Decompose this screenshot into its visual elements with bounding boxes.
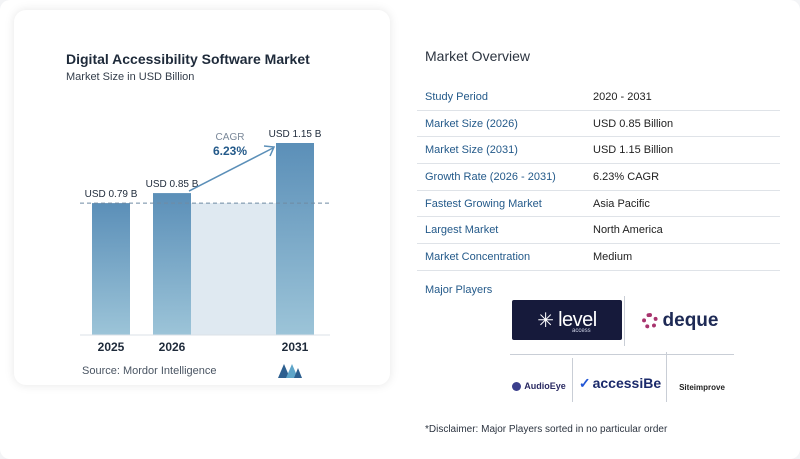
overview-row: Market Concentration Medium xyxy=(417,244,780,271)
overview-label: Fastest Growing Market xyxy=(425,197,542,210)
accessibe-wordmark: accessiBe xyxy=(592,375,662,391)
deque-wordmark: deque xyxy=(662,310,719,331)
overview-row: Study Period 2020 - 2031 xyxy=(417,84,780,111)
overview-row: Growth Rate (2026 - 2031) 6.23% CAGR xyxy=(417,164,780,191)
cagr-arrowhead-icon xyxy=(263,145,276,157)
siteimprove-wordmark: Siteimprove xyxy=(679,382,725,392)
overview-value: 2020 - 2031 xyxy=(593,90,652,103)
audioeye-wordmark: AudioEye xyxy=(524,381,566,391)
overview-label: Market Size (2031) xyxy=(425,144,518,157)
audioeye-logo: AudioEye xyxy=(510,374,568,398)
divider xyxy=(510,354,734,355)
bar-chart: USD 0.79 B 2025 USD 0.85 B 2026 USD 1.15 B 20… xyxy=(80,129,330,354)
data-label-2026: USD 0.85 B xyxy=(146,179,199,190)
data-label-2025: USD 0.79 B xyxy=(85,189,138,200)
chart-title: Digital Accessibility Software Market xyxy=(66,51,310,67)
chart-subtitle: Market Size in USD Billion xyxy=(66,71,195,83)
x-tick-2026: 2026 xyxy=(159,340,186,354)
level-access-star-icon: ✳ xyxy=(537,309,555,332)
cagr-arrow-line xyxy=(188,147,274,192)
mordor-logo-icon xyxy=(278,364,302,378)
source-note: Source: Mordor Intelligence xyxy=(82,365,217,377)
overview-row: Market Size (2031) USD 1.15 Billion xyxy=(417,137,780,165)
overview-row: Largest Market North America xyxy=(417,217,780,245)
overview-title: Market Overview xyxy=(425,48,531,64)
overview-label: Largest Market xyxy=(425,224,499,237)
bar-2025 xyxy=(92,203,130,335)
overview-table: Study Period 2020 - 2031 Market Size (20… xyxy=(417,84,780,271)
siteimprove-logo: Siteimprove xyxy=(670,376,734,398)
x-tick-2031: 2031 xyxy=(282,340,309,354)
disclaimer: *Disclaimer: Major Players sorted in no … xyxy=(425,424,668,435)
deque-logo: deque xyxy=(630,304,730,338)
data-label-2031: USD 1.15 B xyxy=(269,129,322,140)
level-access-wordmark: level xyxy=(558,309,597,331)
deque-ring-icon xyxy=(641,313,658,329)
overview-row: Fastest Growing Market Asia Pacific xyxy=(417,191,780,218)
overview-value: North America xyxy=(593,224,663,237)
overview-label: Market Concentration xyxy=(425,250,531,263)
audioeye-icon xyxy=(512,381,522,391)
divider xyxy=(624,296,625,346)
accessibe-check-icon: ✓ xyxy=(578,374,591,391)
cagr-value: 6.23% xyxy=(213,144,247,158)
overview-label: Growth Rate (2026 - 2031) xyxy=(425,170,556,183)
bar-2026 xyxy=(153,193,191,335)
level-access-subword: access xyxy=(572,328,591,334)
overview-value: USD 1.15 Billion xyxy=(593,144,674,157)
divider xyxy=(572,358,573,402)
overview-row: Market Size (2026) USD 0.85 Billion xyxy=(417,111,780,138)
x-tick-2025: 2025 xyxy=(98,340,125,354)
overview-value: USD 0.85 Billion xyxy=(593,117,674,130)
overview-value: Asia Pacific xyxy=(593,197,650,210)
bar-2031 xyxy=(276,143,314,335)
major-players-label: Major Players xyxy=(425,284,493,296)
overview-label: Market Size (2026) xyxy=(425,117,518,130)
overview-label: Study Period xyxy=(425,90,488,103)
cagr-label: CAGR xyxy=(216,132,245,143)
overview-value: Medium xyxy=(593,250,633,263)
accessibe-logo: ✓ accessiBe xyxy=(576,368,664,398)
level-access-logo: ✳ level access xyxy=(512,300,622,340)
divider xyxy=(666,352,667,402)
overview-value: 6.23% CAGR xyxy=(593,170,660,183)
growth-shade xyxy=(191,203,276,335)
major-players-logos: ✳ level access deque AudioEye ✓ accessiB… xyxy=(510,296,734,406)
